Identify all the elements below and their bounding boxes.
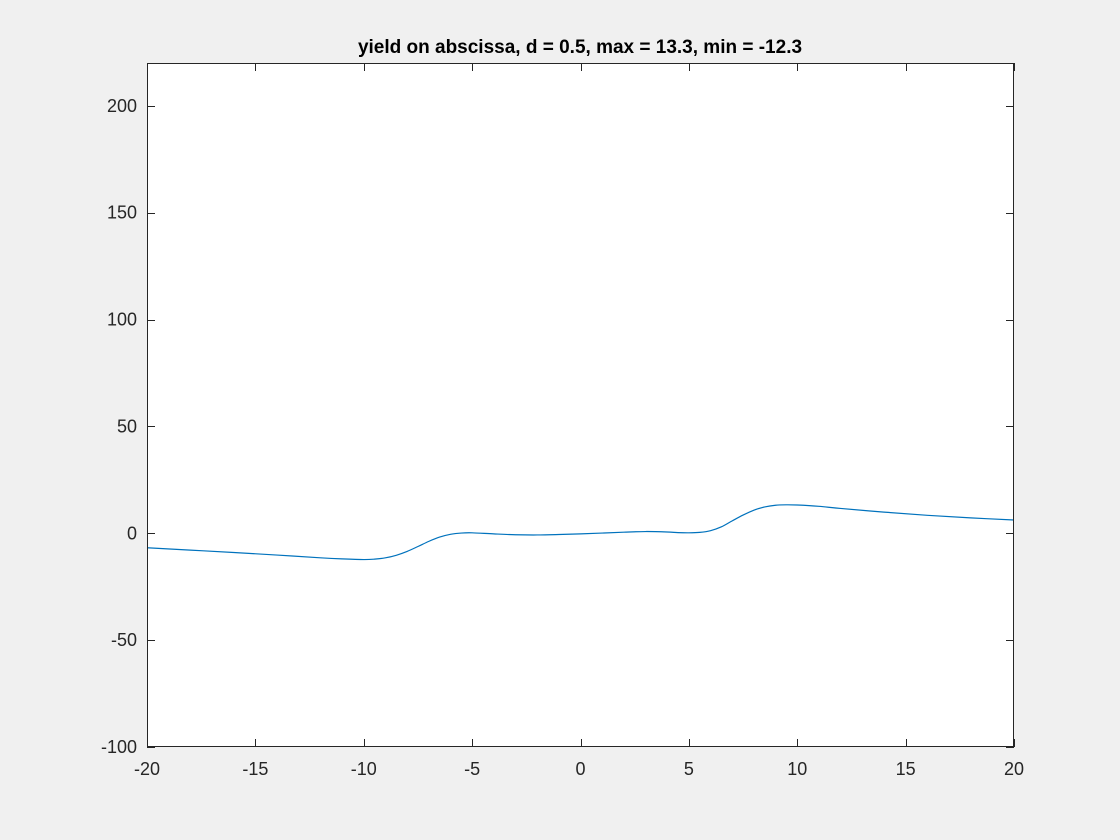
- x-tick-label: -20: [134, 759, 160, 779]
- y-tick-label: 150: [107, 203, 137, 223]
- x-tick-label: 10: [787, 759, 807, 779]
- y-tick-label: 0: [127, 523, 137, 543]
- x-axis: -20 -15 -10 -5 0 5 10 15 20: [134, 63, 1024, 779]
- series-layer: [146, 504, 1015, 561]
- x-tick-label: -5: [464, 759, 480, 779]
- x-tick-label: 20: [1004, 759, 1024, 779]
- y-tick-label: -100: [101, 737, 137, 757]
- axes-box: [147, 63, 1014, 747]
- y-tick-label: 100: [107, 310, 137, 330]
- series-line-0: [146, 504, 1015, 561]
- x-tick-label: 15: [896, 759, 916, 779]
- x-tick-label: -15: [242, 759, 268, 779]
- chart-title: yield on abscissa, d = 0.5, max = 13.3, …: [358, 37, 802, 58]
- y-axis: -100 -50 0 50 100 150 200: [101, 96, 1014, 757]
- y-tick-label: 200: [107, 96, 137, 116]
- x-tick-label: 0: [575, 759, 585, 779]
- y-tick-label: -50: [111, 630, 137, 650]
- y-tick-label: 50: [117, 416, 137, 436]
- x-tick-label: 5: [684, 759, 694, 779]
- x-tick-label: -10: [351, 759, 377, 779]
- plot-area: [147, 63, 1014, 747]
